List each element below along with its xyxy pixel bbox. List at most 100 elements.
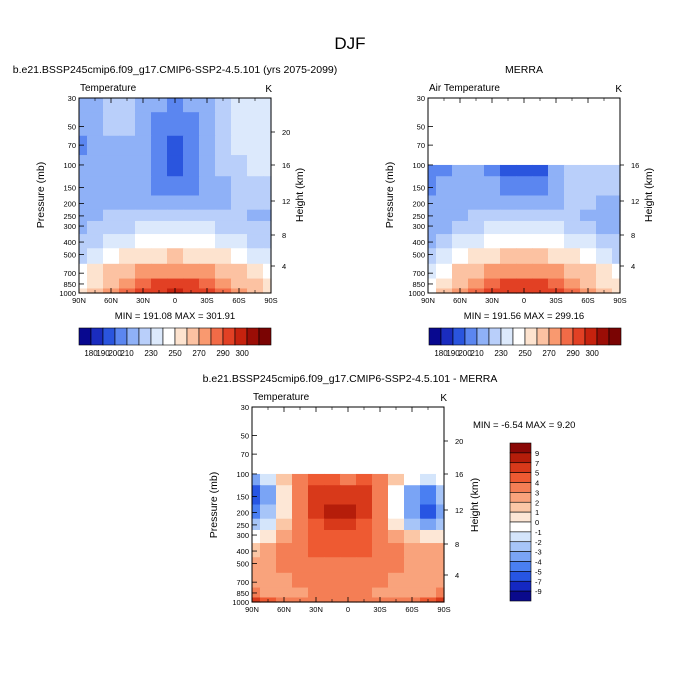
heatmap-cell [436, 572, 445, 589]
colorbar-swatch [509, 442, 532, 454]
heatmap-cell [167, 263, 184, 280]
colorbar-label: 230 [144, 349, 158, 358]
y-tick-label: 150 [412, 184, 425, 193]
colorbar-swatch [476, 327, 490, 346]
heatmap-cell [103, 263, 120, 280]
heatmap-cell [151, 155, 168, 177]
y-tick-label: 70 [417, 141, 425, 150]
heatmap-cell [103, 176, 120, 197]
heatmap-cell [500, 248, 517, 265]
heatmap-cell [548, 248, 565, 265]
colorbar-swatch [428, 327, 442, 346]
heatmap-cell [532, 220, 549, 235]
heatmap-cell [436, 195, 453, 211]
heatmap-cell [372, 543, 389, 558]
heatmap-cell [340, 587, 357, 599]
colorbar-label: -7 [535, 577, 542, 586]
heatmap-cell [151, 112, 168, 137]
heatmap-cell [580, 248, 597, 265]
heatmap-cell [87, 263, 104, 280]
panel-model-stats: MIN = 191.08 MAX = 301.91 [115, 311, 235, 322]
heatmap-cell [452, 248, 469, 265]
heatmap-cell [324, 473, 341, 486]
panel-difference-units-label: K [440, 393, 447, 404]
heatmap-cell [516, 220, 533, 235]
heatmap-cell [484, 195, 501, 211]
heatmap-cell [199, 248, 216, 265]
heatmap-cell [135, 135, 152, 156]
y-tick-label: 50 [241, 431, 249, 440]
heatmap-cell [372, 504, 389, 520]
heatmap-cell [404, 587, 421, 599]
heatmap-cell [324, 504, 341, 520]
y-tick-label: 300 [63, 222, 76, 231]
heatmap-cell [260, 587, 277, 599]
heatmap-cell [231, 220, 248, 235]
heatmap-cell [308, 473, 325, 486]
heatmap-cell [231, 176, 248, 197]
y-tick-label: 1000 [59, 289, 76, 298]
heatmap-cell [428, 164, 437, 177]
x-tick-label: 30S [549, 296, 562, 305]
colorbar-label: 290 [566, 349, 580, 358]
x-tick-label: 60N [277, 605, 291, 614]
colorbar-swatch [509, 521, 532, 533]
y-tick-label: 500 [412, 250, 425, 259]
heatmap-cell [596, 220, 613, 235]
heatmap-cell [231, 195, 248, 211]
heatmap-cell [199, 176, 216, 197]
heatmap-cell [183, 234, 200, 249]
y-tick-label: 70 [68, 141, 76, 150]
heatmap-cell [532, 195, 549, 211]
heatmap-cell [500, 220, 517, 235]
heatmap-cell [252, 504, 261, 520]
heatmap-cell [324, 572, 341, 589]
heatmap-cell [548, 195, 565, 211]
colorbar-label: -4 [535, 558, 542, 567]
heatmap-cell [263, 155, 272, 177]
heatmap-cell [151, 278, 168, 290]
heatmap-cell [231, 155, 248, 177]
heatmap-cell [199, 263, 216, 280]
heatmap-cell [199, 135, 216, 156]
heatmap-cell [340, 485, 357, 506]
y2-tick-label: 16 [631, 161, 639, 170]
colorbar-swatch [509, 551, 532, 562]
heatmap-cell [388, 485, 405, 506]
heatmap-cell [276, 557, 293, 574]
heatmap-cell [292, 557, 309, 574]
panel-merra-ylabel: Pressure (mb) [384, 162, 396, 229]
panel-merra: MERRA Air Temperature K 30 50 70 100 150 200 2… [384, 64, 655, 322]
heatmap-cell [500, 209, 517, 222]
heatmap-cell [596, 195, 613, 211]
heatmap-cell [135, 220, 152, 235]
heatmap-cell [119, 176, 136, 197]
heatmap-cell [87, 248, 104, 265]
heatmap-cell [388, 504, 405, 520]
x-tick-label: 60S [232, 296, 245, 305]
y-tick-label: 30 [241, 403, 249, 412]
panel-merra-title: MERRA [505, 64, 543, 76]
heatmap-cell [247, 155, 264, 177]
heatmap-cell [388, 529, 405, 544]
heatmap-cell [436, 263, 453, 280]
heatmap-cell [276, 572, 293, 589]
heatmap-cell [263, 195, 272, 211]
colorbar-swatch [500, 327, 514, 346]
y-tick-label: 150 [236, 493, 249, 502]
heatmap-cell [252, 485, 261, 506]
x-tick-label: 30S [200, 296, 213, 305]
x-tick-label: 30N [485, 296, 499, 305]
heatmap-cell [79, 195, 88, 211]
x-tick-label: 90N [245, 605, 259, 614]
heatmap-cell [548, 220, 565, 235]
heatmap-cell [452, 263, 469, 280]
heatmap-cell [87, 176, 104, 197]
heatmap-cell [548, 164, 565, 177]
heatmap-cell [87, 155, 104, 177]
heatmap-cell [199, 98, 216, 113]
heatmap-cell [452, 195, 469, 211]
colorbar-swatch [509, 561, 532, 572]
panel-model-title: b.e21.BSSP245cmip6.f09_g17.CMIP6-SSP2-4.… [13, 64, 338, 76]
